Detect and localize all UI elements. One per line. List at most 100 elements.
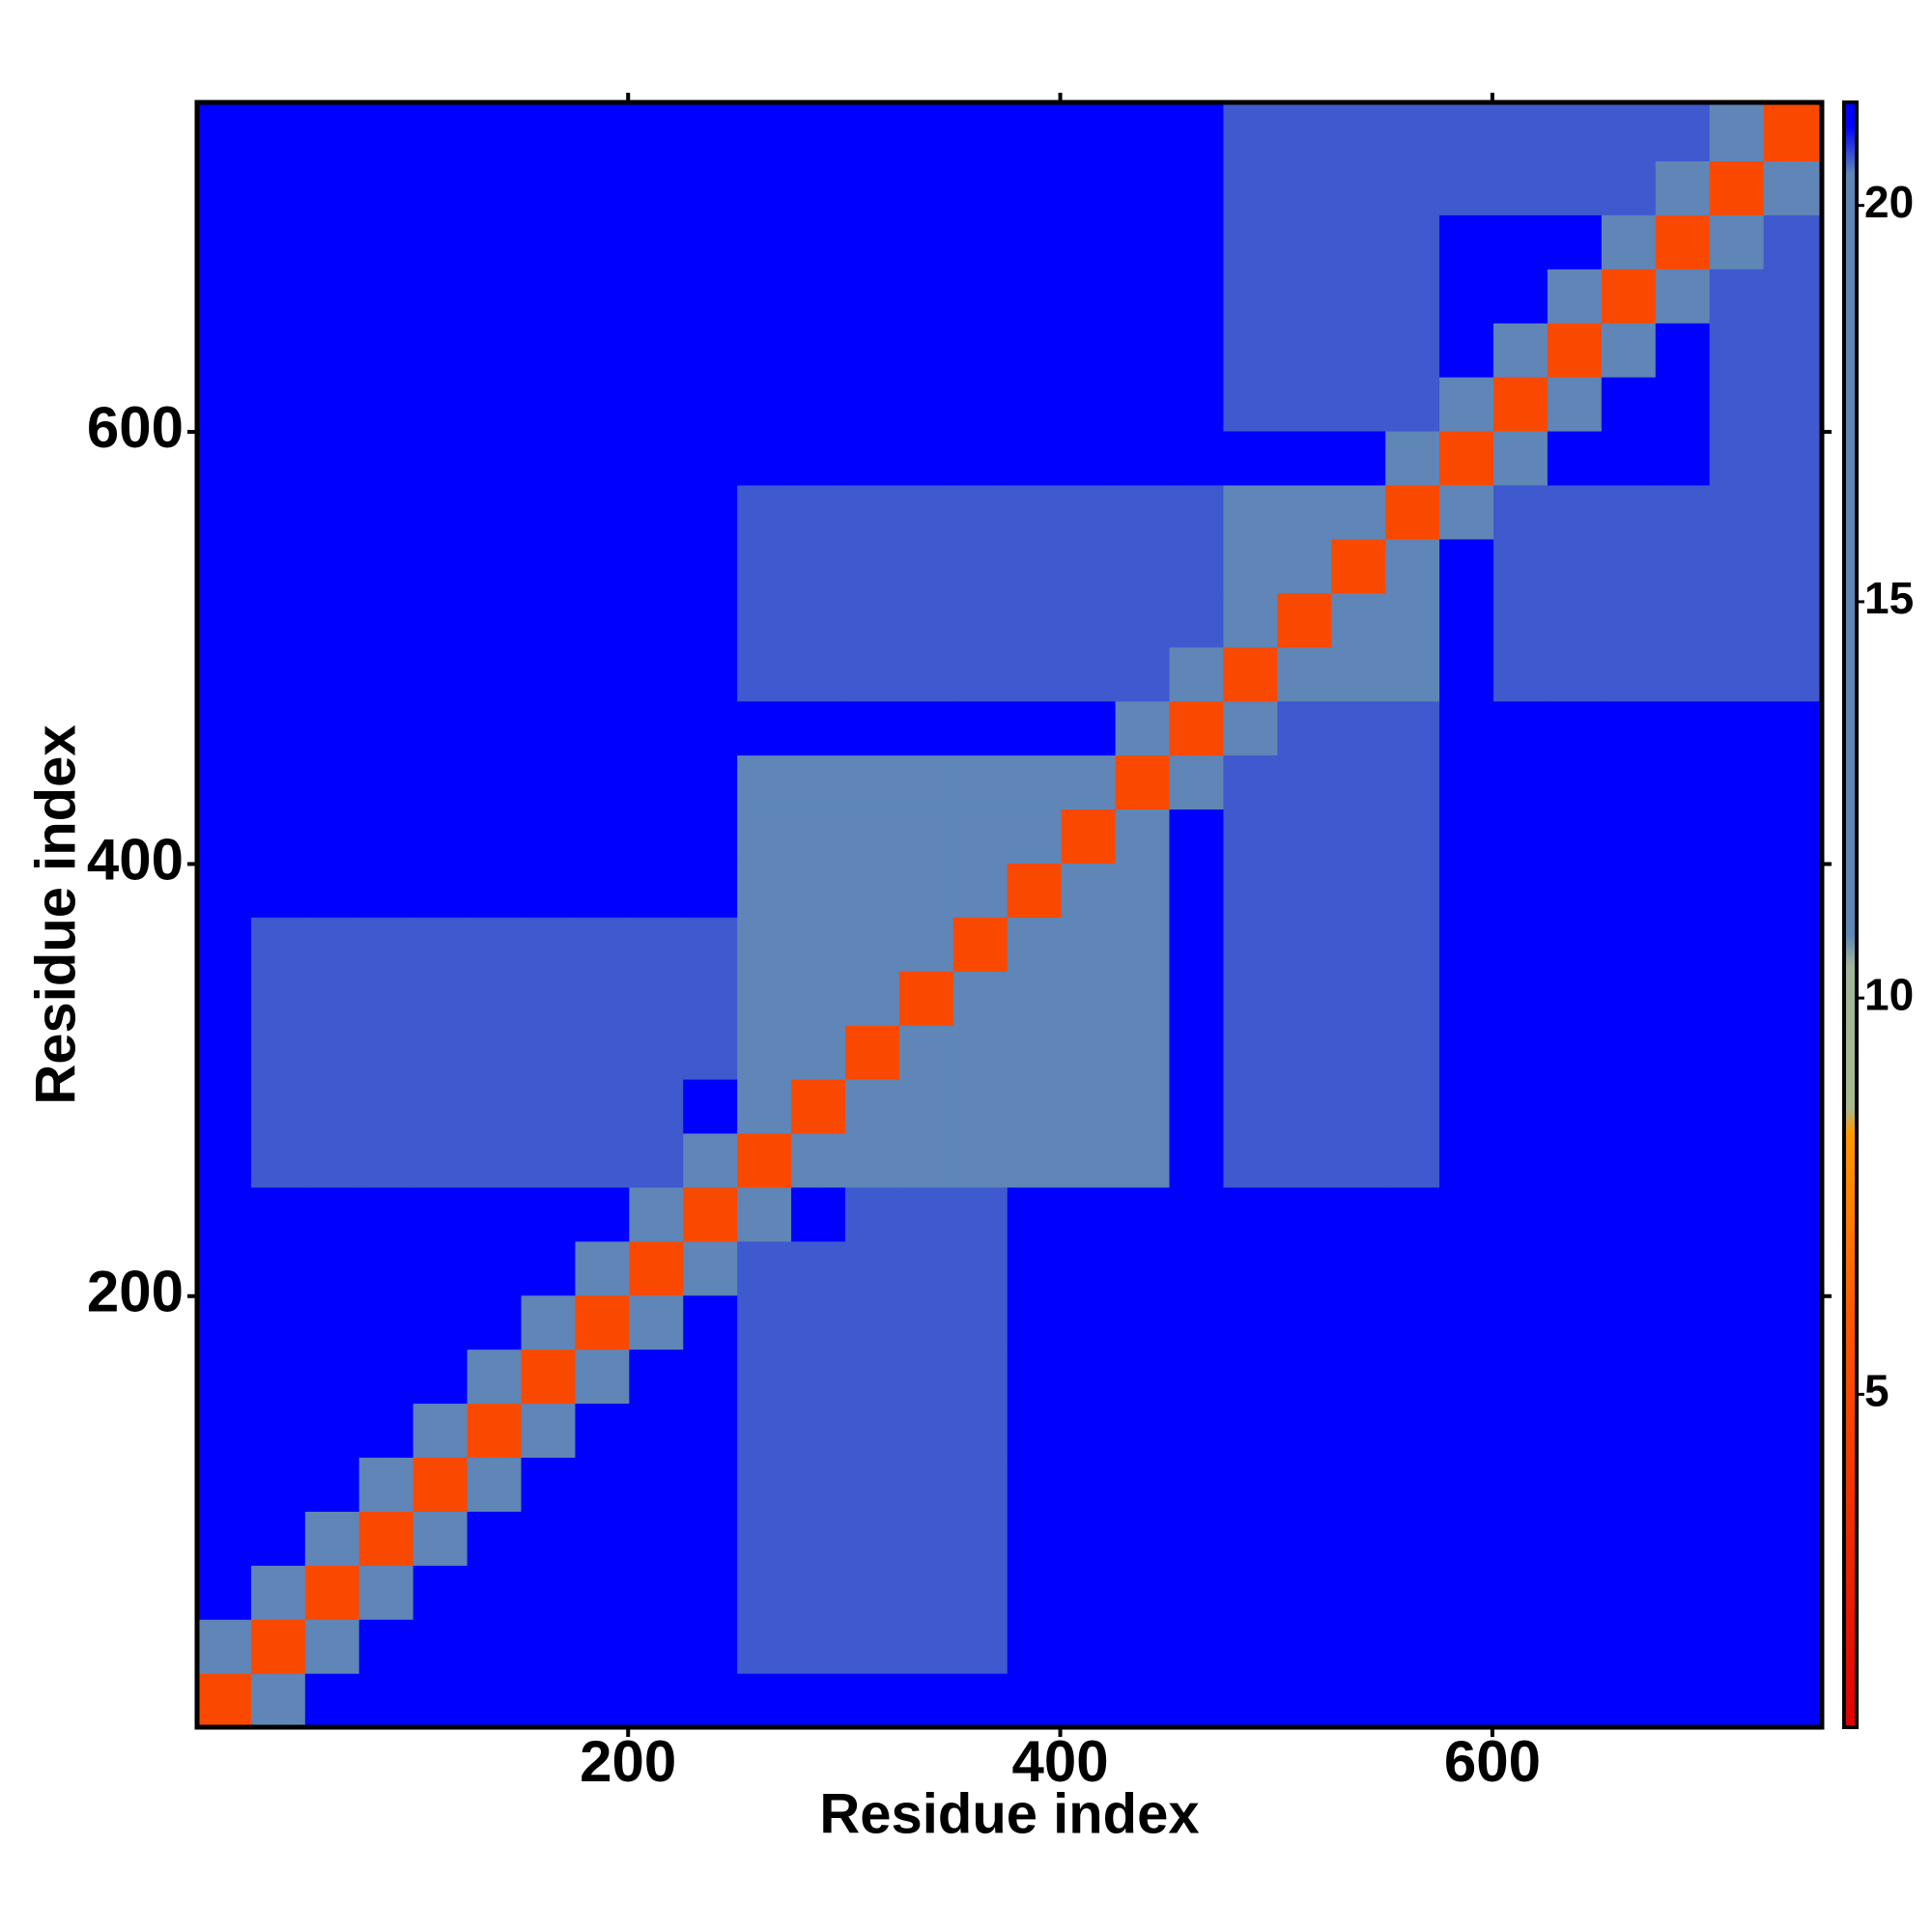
heatmap-cell [304, 323, 360, 378]
heatmap-cell [683, 1619, 738, 1674]
x-tick-label: 200 [580, 1729, 676, 1794]
heatmap-cell [1439, 1078, 1494, 1134]
heatmap-cell [1439, 917, 1494, 972]
heatmap-cell [737, 1511, 792, 1566]
heatmap-cell [898, 1619, 954, 1674]
heatmap-cell [898, 1349, 954, 1405]
heatmap-cell [521, 1186, 577, 1242]
heatmap-cell [845, 484, 900, 540]
heatmap-cell [845, 1349, 900, 1405]
heatmap-cell [1439, 1186, 1494, 1242]
heatmap-cell [197, 1673, 252, 1728]
heatmap-cell [1547, 484, 1603, 540]
heatmap-cell [1439, 700, 1494, 756]
heatmap-cell [1763, 754, 1823, 810]
heatmap-cell [1223, 754, 1278, 810]
heatmap-cell [791, 1132, 846, 1188]
heatmap-cell [1277, 1457, 1332, 1512]
heatmap-cell [412, 214, 469, 270]
heatmap-cell [1061, 430, 1117, 486]
heatmap-cell [1115, 809, 1171, 864]
heatmap-cell [1223, 1186, 1278, 1242]
heatmap-cell [1547, 1294, 1603, 1350]
heatmap-cell [521, 1240, 577, 1296]
heatmap-cell [521, 1457, 577, 1512]
heatmap-cell [737, 700, 792, 756]
heatmap-cell [683, 430, 738, 486]
heatmap-cell [1223, 538, 1278, 594]
heatmap-cell [1277, 1240, 1332, 1296]
heatmap-cell [575, 102, 630, 161]
heatmap-cell [575, 1132, 630, 1188]
heatmap-cell [1763, 1349, 1823, 1405]
heatmap-cell [683, 1349, 738, 1405]
heatmap-cell [1331, 1403, 1386, 1459]
heatmap-cell [1007, 269, 1063, 324]
heatmap-cell [1169, 917, 1225, 972]
heatmap-cell [791, 700, 846, 756]
heatmap-cell [1223, 646, 1278, 702]
heatmap-cell [845, 1186, 900, 1242]
heatmap-cell [1169, 971, 1225, 1026]
heatmap-cell [467, 1565, 523, 1620]
heatmap-cell [737, 102, 792, 161]
heatmap-cell [1547, 1673, 1603, 1728]
heatmap-cell [898, 700, 954, 756]
heatmap-cell [1763, 160, 1823, 215]
heatmap-cell [683, 1565, 738, 1620]
heatmap-cell [575, 1025, 630, 1080]
heatmap-cell [1439, 538, 1494, 594]
heatmap-cell [845, 1673, 900, 1728]
heatmap-cell [1547, 377, 1603, 432]
heatmap-cell [1277, 1403, 1332, 1459]
heatmap-cell [412, 592, 469, 648]
heatmap-cell [1709, 1025, 1765, 1080]
heatmap-cell [197, 160, 252, 215]
heatmap-cell [1223, 323, 1278, 378]
heatmap-cell [898, 809, 954, 864]
heatmap-cell [683, 377, 738, 432]
heatmap-cell [521, 1349, 577, 1405]
heatmap-cell [1709, 1403, 1765, 1459]
heatmap-cell [358, 538, 414, 594]
heatmap-cell [952, 1511, 1009, 1566]
heatmap-cell [1331, 1186, 1386, 1242]
heatmap-cell [898, 863, 954, 918]
heatmap-cell [521, 538, 577, 594]
heatmap-cell [1331, 323, 1386, 378]
heatmap-cell [1601, 700, 1657, 756]
heatmap-cell [1331, 484, 1386, 540]
heatmap-cell [898, 214, 954, 270]
heatmap-cell [358, 863, 414, 918]
heatmap-cell [1115, 484, 1171, 540]
colorbar-tick-label: 10 [1864, 969, 1914, 1019]
heatmap-cell [1601, 430, 1657, 486]
heatmap-cell [575, 1078, 630, 1134]
heatmap-cell [1493, 160, 1548, 215]
heatmap-cell [898, 754, 954, 810]
heatmap-cell [1061, 484, 1117, 540]
heatmap-cell [845, 971, 900, 1026]
heatmap-cell [1385, 377, 1440, 432]
heatmap-cell [1547, 1457, 1603, 1512]
heatmap-cell [683, 214, 738, 270]
heatmap-cell [1007, 430, 1063, 486]
heatmap-cell [1223, 1565, 1278, 1620]
heatmap-cell [1763, 971, 1823, 1026]
heatmap-cell [1655, 538, 1711, 594]
heatmap-cell [1331, 917, 1386, 972]
plot-frame [194, 99, 1825, 1730]
heatmap-cell [1115, 430, 1171, 486]
heatmap-cell [197, 214, 252, 270]
heatmap-cell [629, 1673, 684, 1728]
heatmap-cell [629, 1186, 684, 1242]
heatmap-cell [1277, 1619, 1332, 1674]
heatmap-cell [737, 1078, 792, 1134]
heatmap-cell [898, 1457, 954, 1512]
heatmap-cell [1169, 809, 1225, 864]
heatmap-cell [683, 971, 738, 1026]
heatmap-cell [1547, 269, 1603, 324]
heatmap-cell [358, 1349, 414, 1405]
heatmap-cell [737, 809, 792, 864]
heatmap-cell [1709, 377, 1765, 432]
